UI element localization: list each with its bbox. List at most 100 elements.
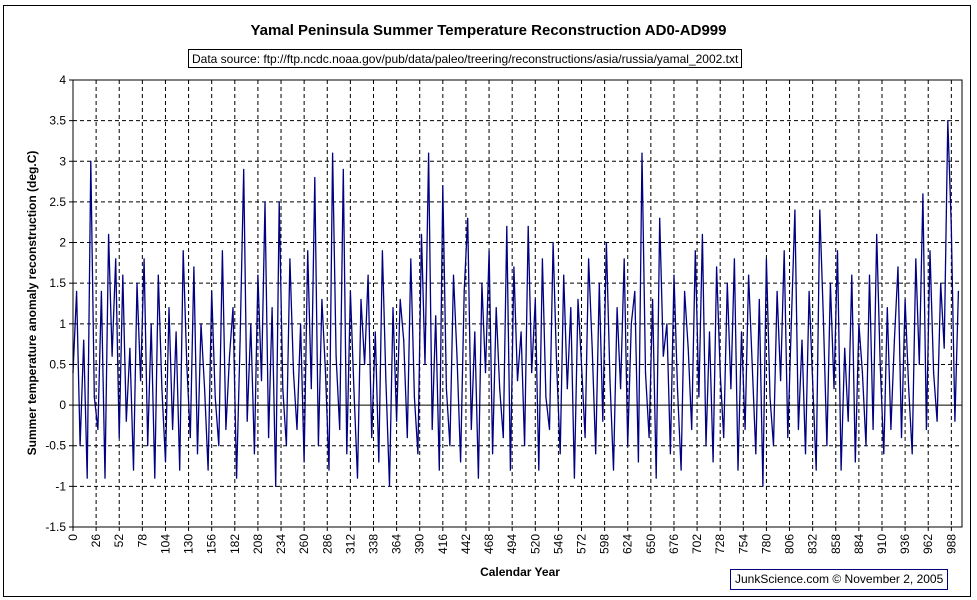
data-point	[452, 274, 455, 276]
data-point	[488, 250, 490, 252]
data-point	[307, 250, 309, 252]
data-point	[712, 461, 714, 463]
data-point	[680, 469, 682, 471]
data-point	[111, 355, 113, 357]
data-point	[527, 225, 529, 227]
data-point	[481, 282, 483, 284]
x-tick-label: 182	[228, 534, 242, 554]
credit-annotation: JunkScience.com © November 2, 2005	[730, 569, 949, 590]
data-point	[790, 323, 792, 325]
data-point	[186, 363, 188, 366]
data-point	[516, 380, 519, 382]
data-point	[730, 388, 732, 390]
data-point	[588, 258, 590, 260]
data-point	[388, 485, 391, 487]
data-point	[531, 372, 533, 374]
data-point	[76, 290, 78, 292]
data-point	[460, 461, 462, 463]
data-point	[420, 233, 423, 235]
data-point	[836, 250, 839, 252]
data-point	[641, 152, 643, 154]
data-point	[403, 339, 405, 341]
data-point	[150, 323, 152, 325]
data-point	[655, 477, 657, 479]
data-point	[143, 258, 145, 260]
data-point	[218, 445, 220, 447]
data-point	[822, 315, 824, 317]
data-point	[175, 331, 177, 333]
y-tick-label: -0.5	[45, 439, 66, 453]
data-point	[833, 388, 835, 390]
x-tick-label: 312	[343, 534, 357, 554]
data-point	[957, 290, 960, 292]
data-point	[612, 469, 615, 471]
data-point	[228, 355, 231, 357]
y-tick-label: 0	[59, 398, 66, 412]
x-tick-label: 494	[505, 534, 519, 554]
data-point	[954, 420, 956, 422]
x-tick-label: 130	[182, 534, 196, 554]
data-point	[687, 347, 689, 349]
data-point	[392, 307, 394, 309]
data-point	[723, 437, 725, 439]
x-tick-label: 936	[898, 534, 912, 554]
x-tick-label: 806	[783, 534, 797, 554]
data-point	[499, 388, 501, 390]
data-point	[86, 477, 88, 479]
data-point	[349, 290, 351, 292]
data-point	[147, 445, 149, 447]
data-point	[876, 233, 878, 235]
data-point	[484, 372, 487, 374]
data-point	[417, 453, 419, 455]
data-point	[865, 445, 867, 447]
data-point	[719, 372, 721, 374]
data-point	[467, 217, 469, 219]
data-point	[157, 274, 159, 276]
data-point	[164, 461, 167, 463]
data-point	[168, 307, 170, 309]
y-tick-label: -1.5	[45, 520, 66, 534]
data-point	[367, 274, 369, 276]
y-tick-label: 0.5	[49, 357, 66, 371]
data-point	[410, 258, 412, 260]
data-point	[161, 388, 163, 390]
data-point	[431, 428, 433, 431]
data-point	[812, 380, 814, 382]
data-point	[573, 477, 576, 479]
data-point	[627, 445, 629, 447]
data-point	[737, 469, 739, 471]
data-point	[861, 372, 864, 374]
data-point	[637, 461, 640, 463]
data-point	[221, 250, 223, 252]
data-point	[694, 250, 696, 252]
x-tick-label: 624	[621, 534, 635, 554]
data-point	[300, 323, 302, 325]
data-point	[826, 445, 828, 447]
data-point	[748, 274, 750, 276]
data-point	[751, 363, 753, 366]
data-point	[609, 380, 611, 382]
data-point	[915, 258, 917, 260]
data-point	[620, 388, 622, 390]
data-point	[179, 469, 181, 471]
data-point	[513, 266, 515, 268]
data-point	[335, 355, 337, 357]
data-point	[897, 266, 899, 268]
data-point	[534, 298, 536, 300]
data-point	[769, 396, 771, 398]
data-point	[577, 298, 579, 300]
data-point	[353, 388, 355, 390]
data-point	[598, 282, 600, 284]
data-point	[648, 437, 650, 439]
data-point	[136, 282, 138, 284]
data-point	[868, 274, 871, 276]
data-point	[200, 323, 202, 325]
data-point	[239, 339, 241, 341]
data-point	[943, 347, 945, 349]
data-point	[463, 290, 465, 292]
data-point	[929, 250, 931, 252]
x-tick-label: 416	[436, 534, 450, 554]
series-line	[72, 120, 960, 487]
data-point	[193, 266, 195, 268]
data-point	[79, 445, 81, 447]
